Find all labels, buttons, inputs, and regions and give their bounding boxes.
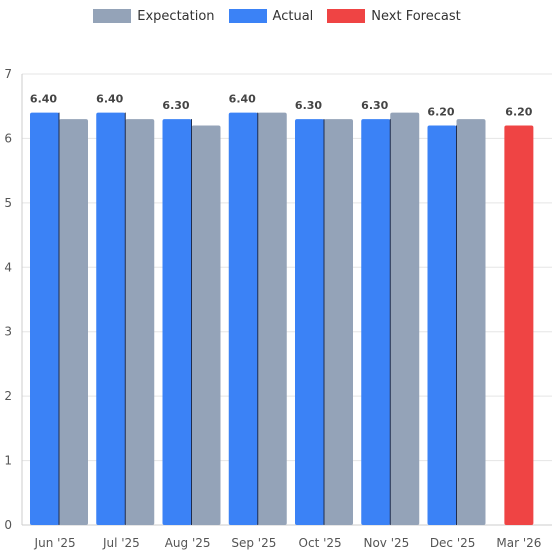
x-tick-label: Jun '25: [34, 536, 76, 550]
data-label: 6.30: [162, 99, 189, 112]
bar-actual: [361, 119, 391, 525]
legend-item-actual[interactable]: Actual: [227, 6, 316, 26]
legend-label-forecast: Next Forecast: [371, 8, 461, 24]
data-label: 6.20: [505, 106, 532, 119]
data-label: 6.30: [295, 99, 322, 112]
legend-swatch-actual: [228, 9, 267, 23]
legend-label-actual: Actual: [272, 8, 314, 24]
bar-actual: [96, 112, 126, 526]
y-tick-label: 6: [4, 131, 12, 145]
data-label: 6.40: [229, 93, 256, 106]
x-tick-label: Sep '25: [231, 536, 276, 550]
legend-swatch-expectation: [93, 9, 132, 23]
bar-expectation: [456, 119, 486, 525]
bar-expectation: [390, 112, 420, 526]
bar-expectation: [59, 119, 88, 525]
x-tick-label: Mar '26: [496, 536, 541, 550]
y-tick-label: 0: [4, 518, 12, 532]
y-tick-label: 5: [4, 196, 12, 210]
bar-expectation: [125, 119, 155, 525]
bar-actual: [30, 112, 59, 526]
x-tick-label: Jul '25: [102, 536, 140, 550]
y-tick-label: 4: [4, 260, 12, 274]
bar-expectation: [324, 119, 353, 525]
x-tick-label: Dec '25: [430, 536, 476, 550]
x-tick-label: Oct '25: [299, 536, 342, 550]
legend-item-expectation[interactable]: Expectation: [91, 6, 216, 26]
data-label: 6.20: [427, 106, 454, 119]
data-label: 6.40: [96, 93, 123, 106]
x-tick-label: Aug '25: [165, 536, 211, 550]
legend-swatch-forecast: [327, 9, 366, 23]
bar-forecast: [504, 125, 534, 526]
bar-actual: [295, 119, 324, 525]
bar-expectation: [191, 125, 221, 526]
data-label: 6.30: [361, 99, 388, 112]
bar-actual: [228, 112, 258, 526]
legend-label-expectation: Expectation: [137, 8, 215, 24]
bar-expectation: [257, 112, 287, 526]
x-tick-label: Nov '25: [363, 536, 409, 550]
y-tick-label: 1: [4, 454, 12, 468]
bar-actual: [162, 119, 192, 525]
data-label: 6.40: [30, 93, 57, 106]
y-tick-label: 3: [4, 325, 12, 339]
bar-actual: [427, 125, 457, 526]
legend-item-forecast[interactable]: Next Forecast: [325, 6, 462, 26]
y-tick-label: 2: [4, 389, 12, 403]
y-tick-label: 7: [4, 67, 12, 81]
chart-legend: Expectation Actual Next Forecast: [0, 6, 554, 26]
